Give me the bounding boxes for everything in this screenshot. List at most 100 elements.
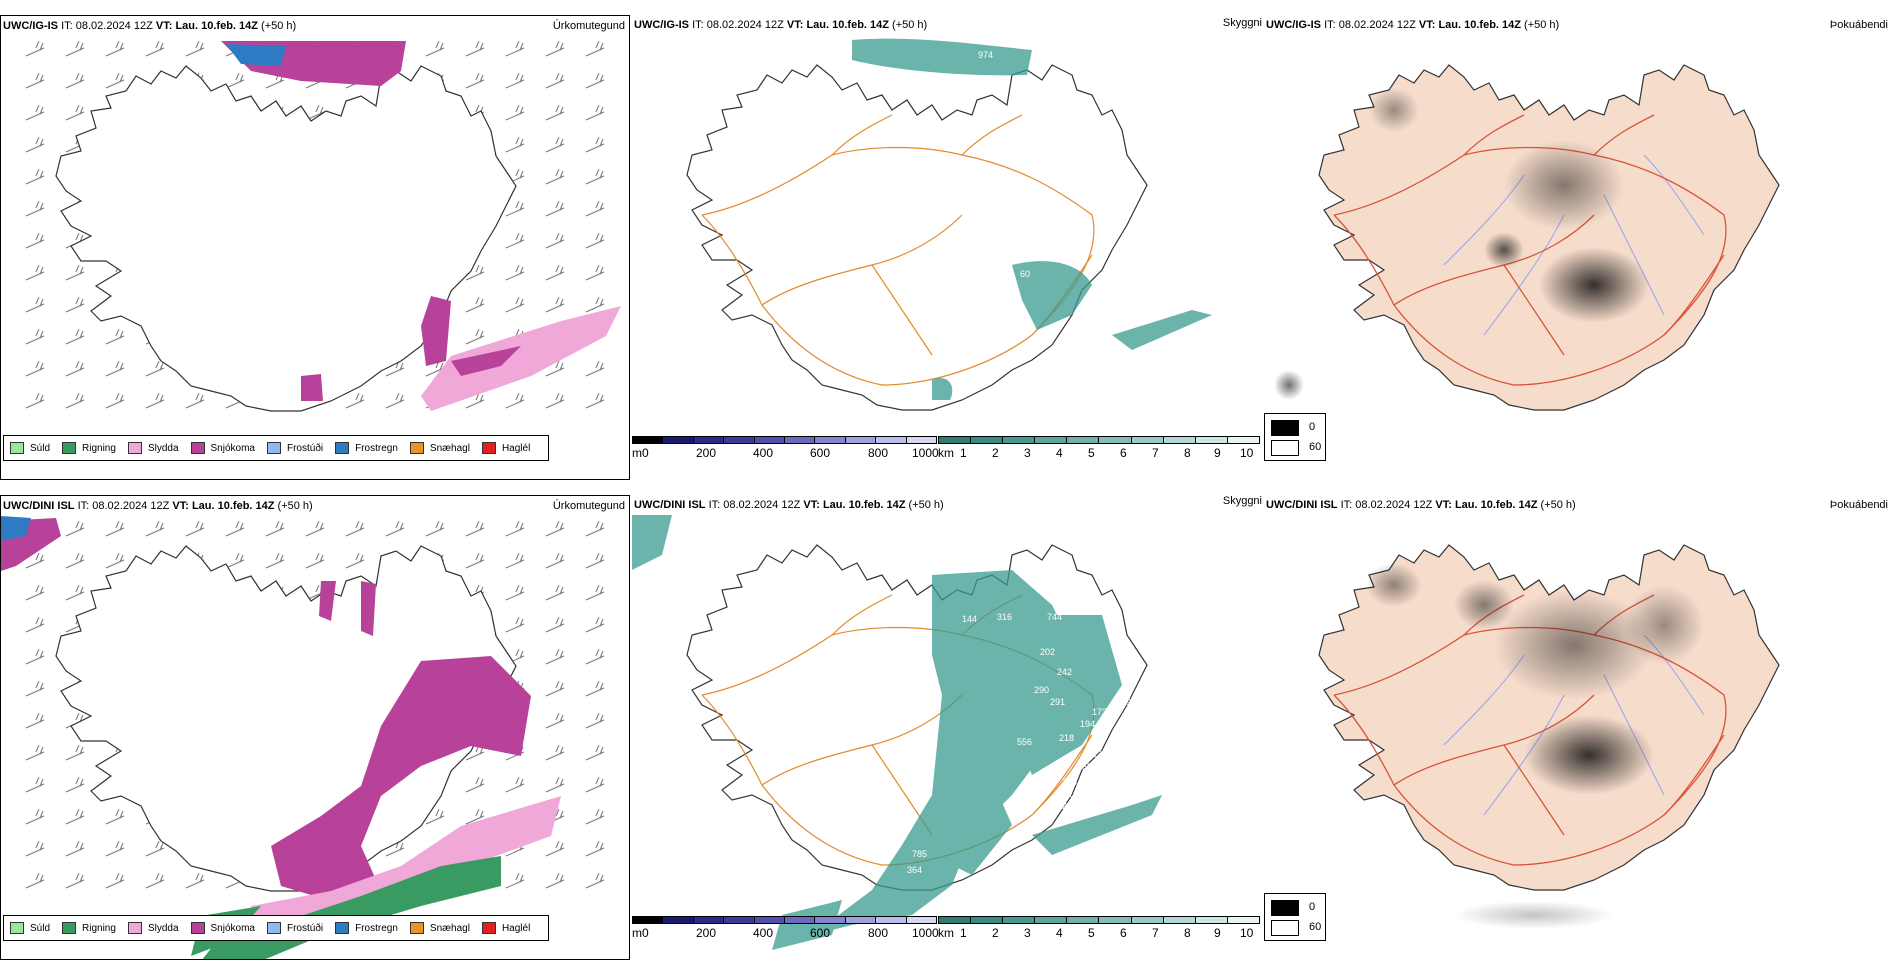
wind-barb bbox=[505, 776, 525, 793]
panel-title: UWC/IG-IS IT: 08.02.2024 12Z VT: Lau. 10… bbox=[634, 19, 928, 31]
wind-barb bbox=[585, 744, 605, 761]
svg-text:218: 218 bbox=[1059, 733, 1074, 743]
wind-barb bbox=[505, 584, 525, 601]
panel-title: UWC/IG-IS IT: 08.02.2024 12Z VT: Lau. 10… bbox=[3, 20, 297, 32]
wind-barb bbox=[425, 520, 445, 537]
legend-item: Frostúði bbox=[266, 442, 323, 454]
road bbox=[1663, 254, 1725, 336]
wind-barb bbox=[105, 360, 125, 377]
svg-text:292: 292 bbox=[1057, 789, 1072, 799]
legend-swatch bbox=[481, 922, 496, 934]
legend-item: Frostregn bbox=[335, 922, 398, 934]
wind-barb bbox=[465, 264, 485, 281]
legend-label: Haglél bbox=[501, 922, 531, 934]
wind-barb bbox=[585, 616, 605, 633]
wind-barb bbox=[25, 232, 45, 249]
legend-item: Frostúði bbox=[266, 922, 324, 934]
svg-text:194: 194 bbox=[1080, 719, 1095, 729]
legend-swatch bbox=[266, 442, 281, 454]
wind-barb bbox=[105, 552, 125, 569]
legend-item: Snjókoma bbox=[190, 442, 255, 454]
wind-barb bbox=[585, 552, 605, 569]
wind-barb bbox=[65, 392, 85, 409]
legend-item: Frostregn bbox=[335, 442, 398, 454]
wind-barb bbox=[65, 552, 85, 569]
road bbox=[701, 146, 1095, 386]
wind-barb bbox=[505, 232, 525, 249]
wind-barb bbox=[585, 168, 605, 185]
wind-barb bbox=[385, 520, 405, 537]
visibility-scale-km-1: km 1 2 3 4 5 6 7 8 9 10 bbox=[938, 436, 1260, 462]
wind-barb bbox=[585, 40, 605, 57]
legend-item: Slydda bbox=[127, 442, 179, 454]
iceland-outline bbox=[686, 64, 1148, 411]
wind-barb bbox=[585, 520, 605, 537]
wind-barb bbox=[585, 392, 605, 409]
wind-barb bbox=[25, 616, 45, 633]
wind-barb bbox=[65, 40, 85, 57]
iceland-fog-map bbox=[1318, 544, 1780, 929]
svg-text:165: 165 bbox=[1077, 762, 1092, 772]
svg-text:316: 316 bbox=[997, 612, 1012, 622]
wind-barb bbox=[585, 808, 605, 825]
wind-barb bbox=[505, 552, 525, 569]
precip-areas bbox=[221, 41, 621, 411]
wind-barb bbox=[385, 392, 405, 409]
iceland-fog-map bbox=[1274, 64, 1780, 411]
iceland-precip-map bbox=[25, 40, 621, 412]
wind-barb bbox=[25, 40, 45, 57]
legend-label: Súld bbox=[30, 922, 51, 934]
legend-label: Rigning bbox=[82, 922, 116, 934]
wind-barb bbox=[545, 72, 565, 89]
fog-panel-1: UWC/IG-IS IT: 08.02.2024 12Z VT: Lau. 10… bbox=[1264, 15, 1894, 480]
opacity-legend-2: 0 60 bbox=[1264, 893, 1326, 941]
wind-barb bbox=[225, 552, 245, 569]
svg-text:785: 785 bbox=[912, 849, 927, 859]
wind-barb bbox=[65, 520, 85, 537]
visibility-panel-2: UWC/DINI ISL IT: 08.02.2024 12Z VT: Lau.… bbox=[632, 495, 1262, 960]
wind-barb bbox=[505, 520, 525, 537]
fog-patches bbox=[1366, 563, 1704, 929]
svg-text:138: 138 bbox=[1092, 749, 1107, 759]
wind-barb bbox=[145, 840, 165, 857]
wind-barb bbox=[465, 296, 485, 313]
wind-barb bbox=[65, 360, 85, 377]
wind-barb bbox=[505, 200, 525, 217]
legend-swatch bbox=[62, 442, 77, 454]
wind-barb bbox=[545, 520, 565, 537]
wind-barb bbox=[145, 392, 165, 409]
svg-text:60: 60 bbox=[1020, 269, 1030, 279]
wind-barb bbox=[105, 72, 125, 89]
road bbox=[1663, 734, 1725, 816]
legend-label: Frostúði bbox=[286, 922, 324, 934]
wind-barb bbox=[465, 328, 485, 345]
wind-barb bbox=[545, 200, 565, 217]
wind-barb bbox=[505, 296, 525, 313]
low-visibility-areas bbox=[852, 38, 1212, 400]
wind-barb bbox=[145, 360, 165, 377]
wind-barb bbox=[25, 104, 45, 121]
wind-barb bbox=[25, 648, 45, 665]
wind-barb bbox=[185, 40, 205, 57]
svg-text:273: 273 bbox=[1060, 334, 1075, 344]
wind-barb bbox=[545, 552, 565, 569]
legend-swatch bbox=[127, 922, 142, 934]
wind-barb bbox=[65, 584, 85, 601]
visibility-scale-m-1: m 0 200 400 600 800 1000 bbox=[632, 436, 939, 462]
road-network bbox=[701, 114, 1095, 386]
wind-barb bbox=[65, 872, 85, 889]
wind-barb bbox=[545, 264, 565, 281]
visibility-values: 744 316 144 202 242 290 291 173 179 194 … bbox=[907, 612, 1131, 875]
wind-barb bbox=[545, 168, 565, 185]
wind-barb bbox=[585, 680, 605, 697]
legend-label: Frostregn bbox=[355, 442, 398, 454]
wind-barb bbox=[25, 72, 45, 89]
opacity-legend-1: 0 60 bbox=[1264, 413, 1326, 461]
svg-text:291: 291 bbox=[1050, 697, 1065, 707]
wind-barb bbox=[545, 136, 565, 153]
wind-barb bbox=[585, 296, 605, 313]
road bbox=[831, 114, 893, 156]
wind-barb bbox=[305, 552, 325, 569]
panel-title: UWC/DINI ISL IT: 08.02.2024 12Z VT: Lau.… bbox=[3, 500, 313, 512]
panel-title: UWC/DINI ISL IT: 08.02.2024 12Z VT: Lau.… bbox=[634, 499, 944, 511]
